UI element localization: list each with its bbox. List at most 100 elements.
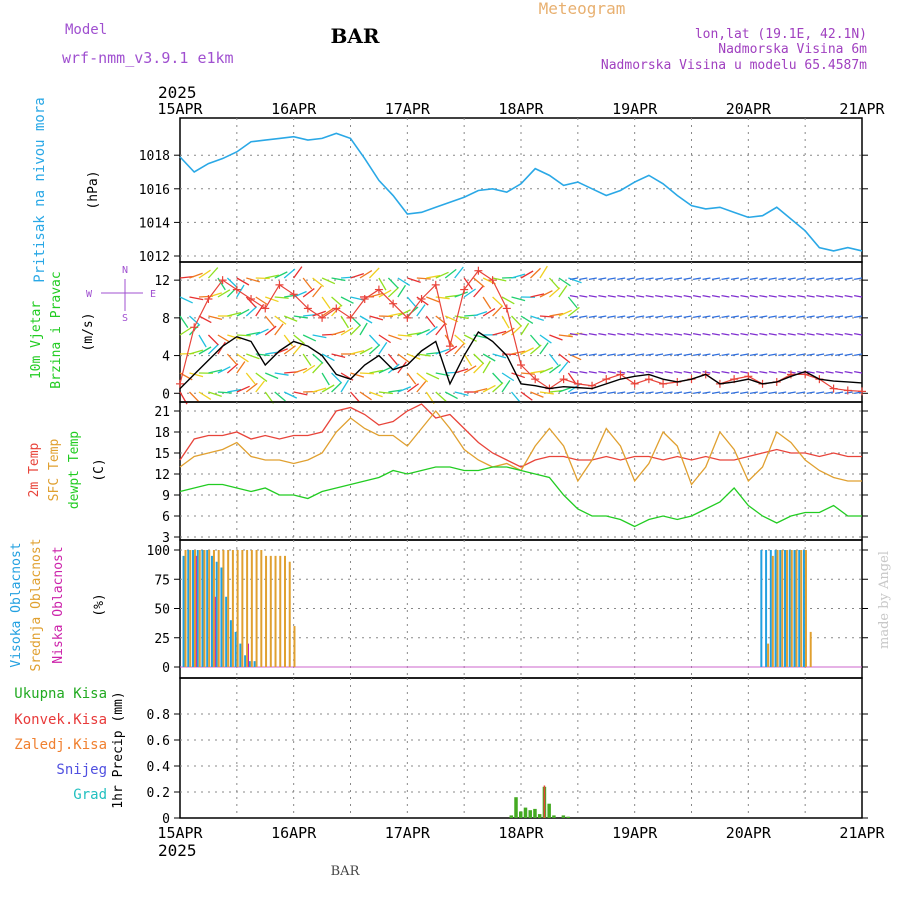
wind-arrow [549,364,561,374]
wind-arrow [854,277,863,281]
x-tick-label-top: 17APR [385,100,431,118]
wind-arrow [265,296,279,303]
x-tick-label-bottom: 15APR [157,824,203,842]
wind-arrow [558,386,573,393]
wind-arrow [198,269,211,279]
wind-arrow [588,277,597,281]
wind-arrow [198,346,212,355]
panel-frame [179,539,863,679]
wind-arrow [264,372,279,380]
temperature-unit: (C) [92,458,107,481]
wind-arrow [520,322,530,336]
wind-arrow [454,266,464,279]
wind-arrow [189,272,203,279]
wind-arrow [369,391,383,398]
wind-arrow [702,315,711,319]
wind-arrow [692,315,702,319]
wind-arrow [217,391,232,394]
wind-arrow [702,294,711,298]
wind-arrow [321,296,331,309]
wind-arrow [598,277,607,281]
wind-arrow [711,370,721,374]
wind-arrow [189,349,204,355]
wind-arrow [274,271,288,279]
wind-arrow [558,361,569,374]
y-tick-label: 1018 [139,149,170,164]
wind-arrow [416,353,431,357]
wind-arrow [569,277,578,281]
wind-arrow [626,370,635,374]
wind-arrow [645,332,654,336]
wind-arrow [492,382,504,393]
wind-arrow [217,289,231,298]
wind-arrow [444,345,458,355]
wind-arrow [835,370,844,374]
wind-arrow [492,305,503,317]
wind-arrow [730,277,739,281]
wind-arrow [655,315,664,319]
wind-arrow [463,353,473,367]
wind-arrow [501,372,515,382]
wind-arrow [492,372,503,384]
wind-arrow [312,362,323,374]
wind-arrow [331,353,346,359]
wind-arrow [607,353,616,357]
y-tick-label: 0 [162,387,170,402]
y-tick-label: 50 [154,603,170,618]
wind-arrow [283,334,294,347]
model-elevation-label: Nadmorska Visina u modelu 65.4587m [601,58,867,73]
wind-arrow [426,372,440,380]
model-label: Model [65,22,107,38]
wind-arrow [473,286,484,298]
wind-arrow [683,277,692,281]
wind-arrow [567,296,578,309]
wind-arrow [246,353,260,360]
x-tick-label-top: 16APR [271,100,317,118]
wind-arrow [721,370,730,374]
wind-arrow [607,332,616,336]
wind-arrow [245,372,256,385]
wind-arrow [369,369,384,374]
wind-arrow [520,391,533,401]
wind-arrow [482,360,491,374]
wind-arrow [636,332,645,336]
wind-arrow [806,294,815,298]
panel-precip: 0 0.2 0.4 0.6 0.8 Ukupna Kisa Konvek.Kisa Zaled… [14,677,868,827]
wind-arrow [787,315,796,319]
wind-arrow [482,296,492,310]
wind-arrow [492,353,507,359]
y-tick-label: 100 [147,544,170,559]
wind-arrow [227,311,242,317]
wind-arrow [588,294,597,298]
wind-arrow [520,372,536,375]
wind-arrow [749,391,758,395]
wind-arrow [340,327,354,336]
wind-arrow [768,391,777,395]
wind-arrow [511,372,525,379]
wind-arrow [208,369,223,374]
wind-arrow [768,277,777,281]
wind-arrow [797,391,806,395]
wind-arrow [692,294,702,298]
wind-arrow [416,328,430,336]
wind-arrow [321,353,335,362]
wind-arrow [179,326,193,336]
wind-arrow [759,315,768,319]
wind-arrow [645,391,654,395]
wind-arrow [835,277,844,281]
wind-arrow [692,332,702,336]
wind-arrow [816,294,825,298]
wind-arrow [778,391,787,395]
precip-bar [547,803,551,818]
wind-arrow [406,296,418,308]
wind-arrow [226,353,238,365]
wind-arrow [454,343,465,355]
wind-arrow [369,292,384,298]
wind-arrow [607,370,616,374]
wind-arrow [274,323,284,336]
wind-arrow [549,334,563,341]
wind-arrow [302,364,316,374]
wind-arrow [236,308,250,317]
wind-arrow [293,367,308,374]
wind-arrow [702,370,711,374]
